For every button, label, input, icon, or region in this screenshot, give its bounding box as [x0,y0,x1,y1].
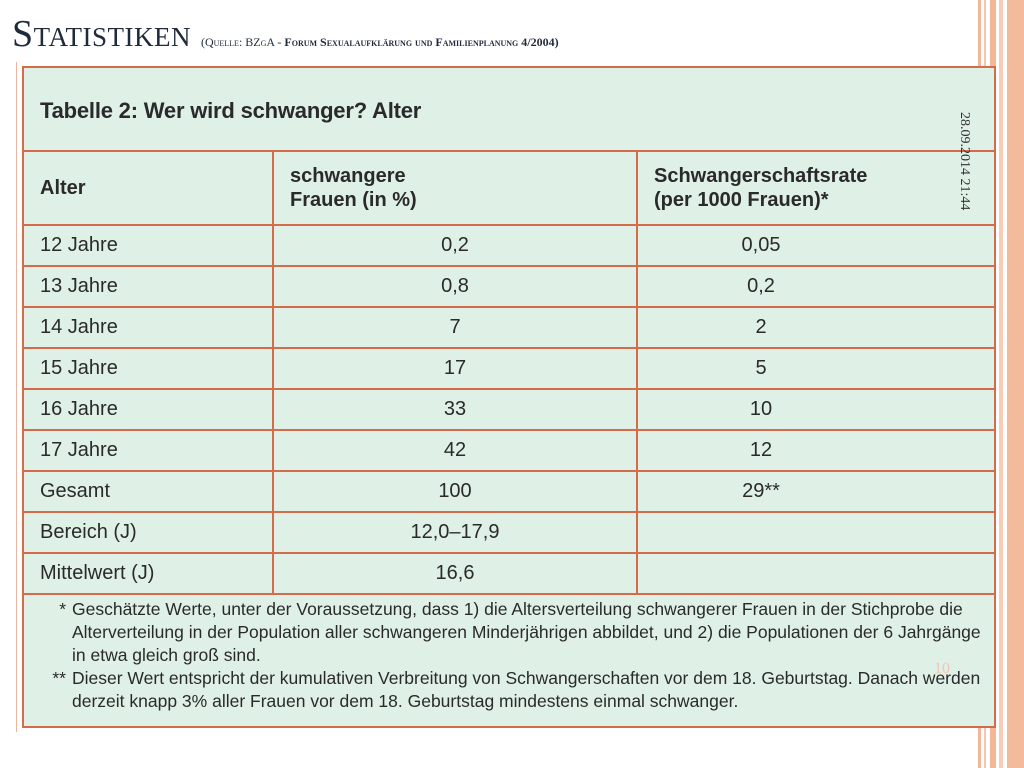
cell-prozent: 0,2 [272,224,637,266]
cell-rate: 0,2 [636,265,994,307]
page-number: 10 [934,660,950,677]
table-row: 13 Jahre 0,8 0,2 [24,265,994,307]
cell-alter: 17 Jahre [24,429,273,471]
cell-prozent: 17 [272,347,637,389]
cell-alter: 13 Jahre [24,265,273,307]
table-header-row: Alter schwangere Frauen (in %) Schwanger… [24,150,994,225]
footnote-1-mark: * [59,599,66,619]
table-row: Mittelwert (J) 16,6 [24,552,994,595]
cell-alter: 12 Jahre [24,224,273,266]
table-row: 12 Jahre 0,2 0,05 [24,224,994,266]
footnote-1: * Geschätzte Werte, unter der Voraussetz… [42,598,982,667]
cell-rate: 2 [636,306,994,348]
cell-rate [636,552,994,595]
footnote-2-mark: ** [52,668,66,688]
cell-alter: Mittelwert (J) [24,552,273,595]
footnote-2-text: Dieser Wert entspricht der kumulativen V… [72,668,981,711]
decor-stripe [1007,0,1024,768]
cell-alter: Gesamt [24,470,273,512]
cell-alter: 15 Jahre [24,347,273,389]
cell-rate: 10 [636,388,994,430]
cell-rate [636,511,994,553]
table-row: 16 Jahre 33 10 [24,388,994,430]
header-col2-line1: schwangere [290,165,406,187]
cell-prozent: 12,0–17,9 [272,511,637,553]
source-bold: Forum Sexualaufklärung und Familienplanu… [284,35,559,49]
source-text: (Quelle: BZgA - Forum Sexualaufklärung u… [201,35,559,49]
cell-rate: 29** [636,470,994,512]
date-stamp: 28.09.2014 21:44 [957,112,972,211]
table-row: 14 Jahre 7 2 [24,306,994,348]
footnotes: * Geschätzte Werte, unter der Voraussetz… [42,598,982,713]
cell-prozent: 16,6 [272,552,637,595]
cell-rate: 5 [636,347,994,389]
cell-prozent: 0,8 [272,265,637,307]
decor-stripe [999,0,1003,768]
table-row: Bereich (J) 12,0–17,9 [24,511,994,553]
table-row: 17 Jahre 42 12 [24,429,994,471]
cell-rate: 0,05 [636,224,994,266]
source-prefix: (Quelle: BZgA - [200,35,285,49]
decor-left-line [16,62,17,732]
footnote-2: ** Dieser Wert entspricht der kumulative… [42,667,982,713]
table-caption: Tabelle 2: Wer wird schwanger? Alter [40,98,422,123]
cell-prozent: 7 [272,306,637,348]
header-schwangerschaftsrate: Schwangerschaftsrate (per 1000 Frauen)* [636,150,994,225]
cell-prozent: 42 [272,429,637,471]
header-schwangere-frauen: schwangere Frauen (in %) [272,150,637,225]
title-text: Statistiken [12,13,191,55]
cell-alter: Bereich (J) [24,511,273,553]
cell-prozent: 100 [272,470,637,512]
header-col3-line2: (per 1000 Frauen)* [654,189,829,211]
cell-prozent: 33 [272,388,637,430]
footnote-1-text: Geschätzte Werte, unter der Voraussetzun… [72,599,981,665]
cell-rate: 12 [636,429,994,471]
cell-alter: 16 Jahre [24,388,273,430]
slide-title: Statistiken (Quelle: BZgA - Forum Sexuala… [12,12,559,56]
cell-alter: 14 Jahre [24,306,273,348]
table-row: 15 Jahre 17 5 [24,347,994,389]
data-table: Alter schwangere Frauen (in %) Schwanger… [24,150,994,595]
table-image: Tabelle 2: Wer wird schwanger? Alter Alt… [22,66,996,728]
header-alter: Alter [24,150,273,225]
table-row: Gesamt 100 29** [24,470,994,512]
header-col3-line1: Schwangerschaftsrate [654,165,868,187]
header-col2-line2: Frauen (in %) [290,189,417,211]
